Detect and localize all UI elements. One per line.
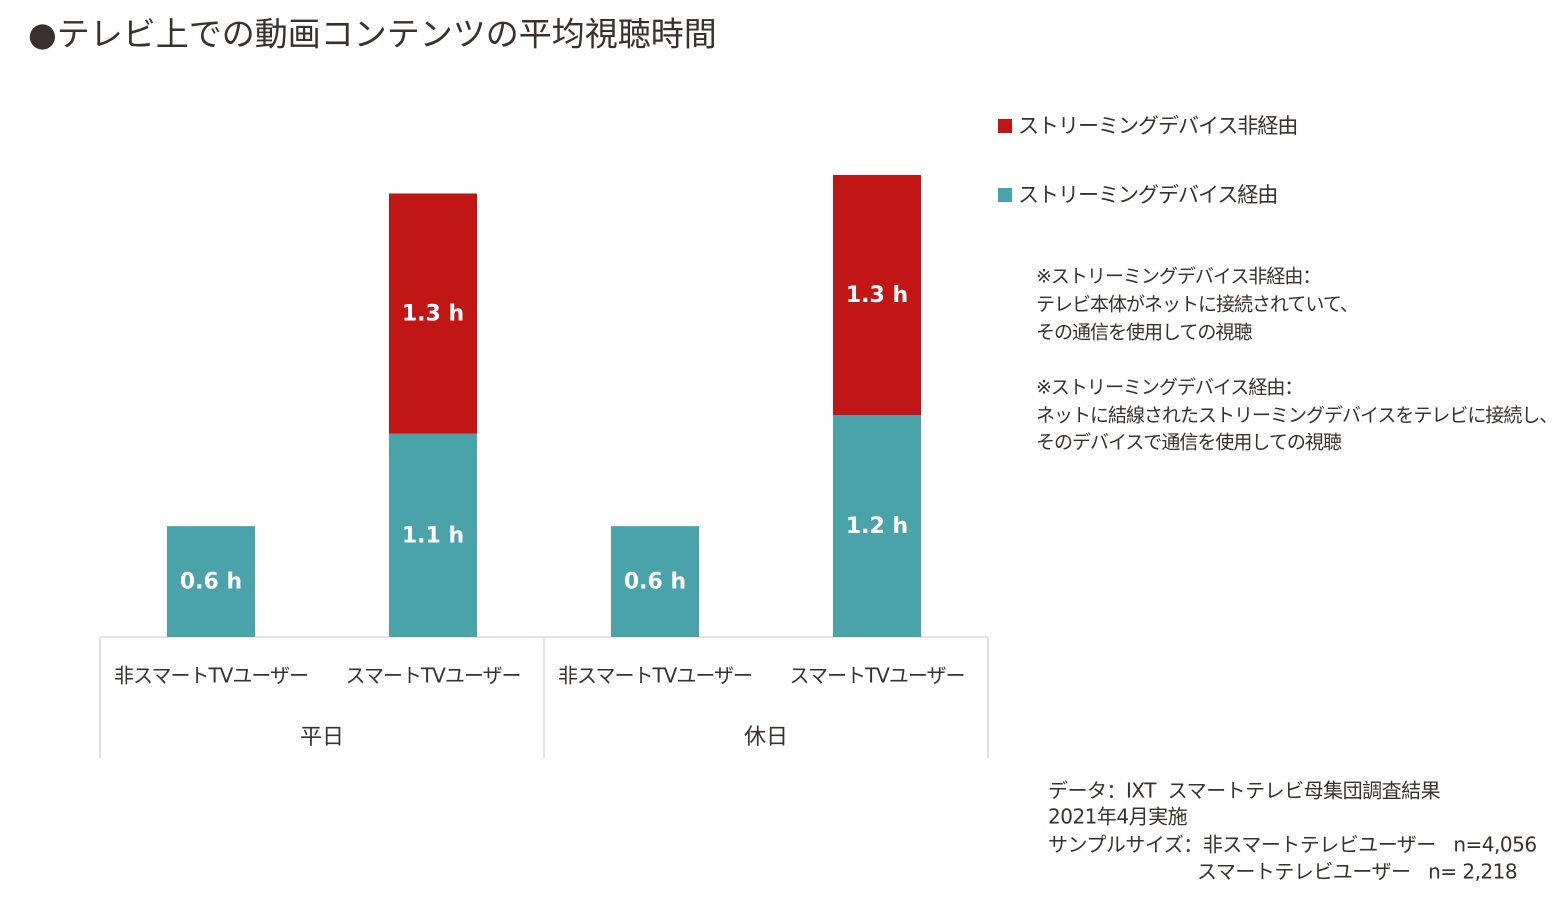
source: サンプルサイズ：非スマートテレビユーザー n=4,056 [1048,833,1537,857]
chart-title: ●テレビ上での動画コンテンツの平均視聴時間 [28,15,717,54]
x-tick-label: 非スマートTVユーザー [558,664,752,688]
bar-segment [389,433,477,637]
value-label: 1.2 h [846,514,908,539]
bar-segment [611,526,699,637]
note: ※ストリーミングデバイス非経由： [1036,266,1320,288]
bar-segment [833,175,921,416]
source: データ：IXT スマートテレビ母集団調査結果 [1048,779,1441,803]
bar-segment [833,415,921,637]
group-label: 休日 [744,725,788,750]
note: テレビ本体がネットに接続されていて、 [1036,294,1358,316]
note: ※ストリーミングデバイス経由： [1036,377,1302,399]
note: その通信を使用しての視聴 [1036,322,1252,344]
legend-swatch [998,188,1012,202]
value-label: 0.6 h [624,570,686,595]
legend-label: ストリーミングデバイス非経由 [1018,114,1297,138]
legend-label: ストリーミングデバイス経由 [1018,183,1277,207]
x-tick-label: スマートTVユーザー [790,664,965,688]
legend-swatch [998,119,1012,133]
note: ネットに結線されたストリーミングデバイスをテレビに接続し、 [1036,405,1557,427]
value-label: 1.1 h [402,523,464,548]
source: スマートテレビユーザー n= 2,218 [1197,860,1517,884]
source: 2021年4月実施 [1048,805,1188,829]
group-label: 平日 [300,725,344,750]
note: そのデバイスで通信を使用しての視聴 [1036,432,1342,454]
value-label: 0.6 h [180,570,242,595]
value-label: 1.3 h [846,283,908,308]
x-tick-label: 非スマートTVユーザー [114,664,308,688]
x-tick-label: スマートTVユーザー [346,664,521,688]
bar-segment [167,526,255,637]
value-label: 1.3 h [402,302,464,327]
category-axis [99,636,989,758]
bar-segment [389,193,477,434]
